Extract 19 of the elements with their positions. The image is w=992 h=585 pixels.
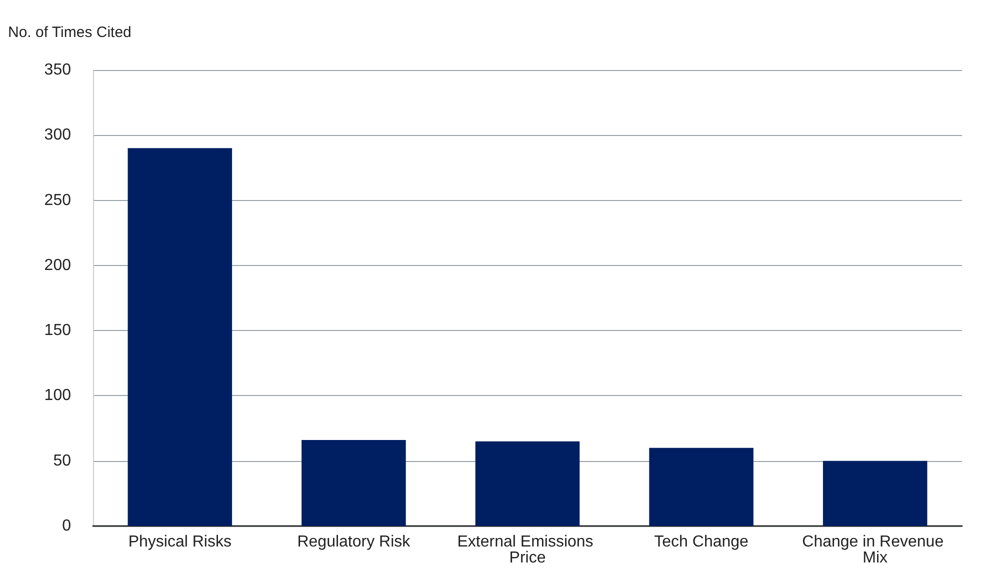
x-tick-label: Change in Revenue Mix bbox=[802, 534, 948, 566]
y-tick-label: 250 bbox=[44, 192, 72, 209]
x-tick-label: External Emissions Price bbox=[457, 534, 598, 566]
y-tick-label: 350 bbox=[44, 62, 72, 78]
bar bbox=[302, 440, 406, 526]
y-tick-label: 200 bbox=[44, 256, 72, 274]
x-tick-label: Physical Risks bbox=[128, 534, 232, 550]
bar bbox=[649, 448, 754, 526]
x-tick-label: Tech Change bbox=[654, 534, 749, 550]
x-tick-label: Regulatory Risk bbox=[297, 534, 412, 550]
y-tick-label: 150 bbox=[44, 322, 72, 340]
y-tick-label: 50 bbox=[53, 452, 72, 470]
y-axis-title: No. of Times Cited bbox=[8, 24, 132, 41]
bar bbox=[822, 460, 928, 526]
y-tick-label: 300 bbox=[44, 126, 72, 144]
bar bbox=[128, 148, 232, 526]
y-tick-label: 100 bbox=[44, 387, 72, 404]
bar bbox=[475, 441, 580, 526]
y-tick-label: 0 bbox=[62, 518, 72, 534]
